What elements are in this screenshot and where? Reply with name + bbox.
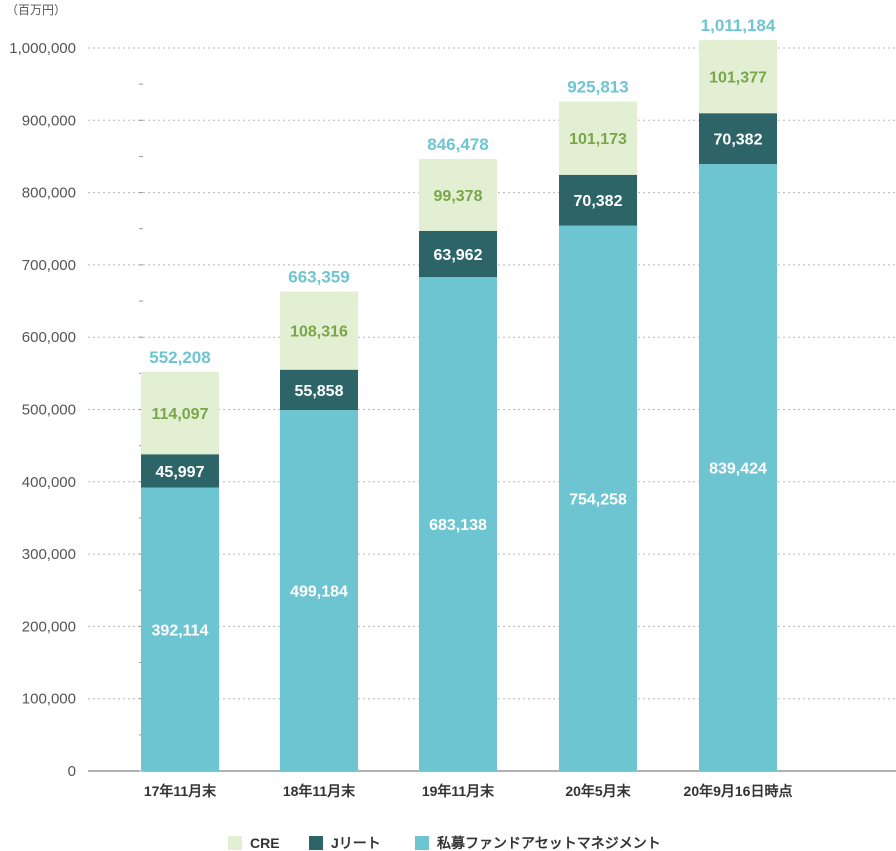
data-label: 683,138 [429, 517, 487, 534]
legend-swatch [228, 836, 242, 850]
x-tick-label: 19年11月末 [422, 783, 495, 799]
y-tick-label: 400,000 [22, 474, 76, 491]
data-label: 392,114 [152, 622, 209, 639]
y-tick-label: 100,000 [22, 691, 76, 708]
total-label: 846,478 [427, 135, 488, 154]
y-tick-label: 200,000 [22, 618, 76, 635]
bar-segment [419, 158, 497, 231]
total-label: 552,208 [149, 348, 210, 367]
bar-segment [559, 174, 637, 226]
legend-label: 私募ファンドアセットマネジメント [437, 835, 661, 851]
legend-label: CRE [250, 835, 280, 851]
bar-segment [141, 454, 219, 488]
bar-segment [280, 369, 358, 411]
y-tick-label: 900,000 [22, 112, 76, 129]
data-label: 114,097 [152, 406, 209, 423]
bar-segment [280, 291, 358, 370]
data-label: 45,997 [156, 464, 205, 481]
x-tick-label: 20年5月末 [565, 783, 631, 799]
bars: 392,114 45,997 114,097 552,208 499,184 55,858… [141, 16, 777, 772]
y-tick-label: 1,000,000 [9, 40, 76, 57]
data-label: 499,184 [290, 584, 348, 601]
data-label: 101,377 [709, 70, 767, 87]
bar-segment [141, 371, 219, 455]
x-tick-label: 18年11月末 [283, 783, 356, 799]
legend-swatch [309, 836, 323, 850]
bar-segment [280, 410, 358, 771]
total-label: 1,011,184 [701, 16, 776, 35]
data-label: 108,316 [290, 324, 348, 341]
data-label: 839,424 [709, 461, 767, 478]
y-tick-label: 0 [68, 763, 76, 780]
x-tick-label: 17年11月末 [144, 783, 217, 799]
y-tick-label: 600,000 [22, 329, 76, 346]
bar-segment [699, 113, 777, 165]
data-label: 70,382 [574, 193, 623, 210]
total-label: 925,813 [567, 78, 628, 97]
y-tick-label: 700,000 [22, 257, 76, 274]
y-tick-label: 300,000 [22, 546, 76, 563]
total-label: 663,359 [288, 267, 349, 286]
data-label: 63,962 [434, 247, 483, 264]
data-label: 70,382 [714, 132, 763, 149]
legend-label: Jリート [331, 835, 381, 851]
bar-segment [559, 225, 637, 772]
legend: CRE Jリート 私募ファンドアセットマネジメント [228, 835, 661, 851]
x-axis: 17年11月末 18年11月末 19年11月末 20年5月末 20年9月16日時点 [144, 783, 793, 799]
legend-swatch [415, 836, 429, 850]
y-tick-label: 500,000 [22, 402, 76, 419]
bar-segment [559, 101, 637, 175]
bar-segment [419, 230, 497, 278]
bar-segment [419, 277, 497, 771]
bar-segment [699, 164, 777, 772]
data-label: 101,173 [569, 131, 627, 148]
data-label: 55,858 [295, 383, 344, 400]
x-tick-label: 20年9月16日時点 [684, 783, 793, 799]
data-label: 99,378 [434, 188, 483, 205]
data-label: 754,258 [569, 491, 627, 508]
bar-segment [141, 487, 219, 771]
bar-segment [699, 39, 777, 114]
y-tick-label: 800,000 [22, 185, 76, 202]
unit-label: （百万円） [6, 3, 66, 17]
